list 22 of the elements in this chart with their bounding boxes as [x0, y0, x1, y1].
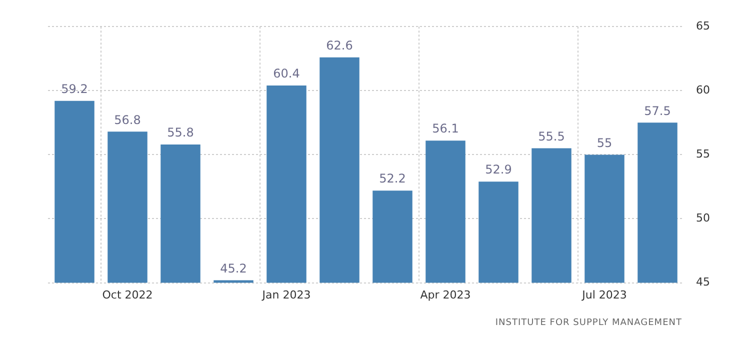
y-tick-label: 65 — [696, 19, 710, 32]
data-label: 62.6 — [326, 38, 353, 52]
x-tick-label: Jul 2023 — [581, 288, 627, 302]
data-label: 57.5 — [644, 104, 671, 118]
y-tick-label: 55 — [696, 148, 710, 161]
data-label: 56.1 — [432, 122, 459, 136]
x-tick-label: Apr 2023 — [420, 288, 471, 302]
data-label: 55 — [596, 136, 612, 150]
y-tick-label: 50 — [696, 212, 710, 225]
y-tick-label: 45 — [696, 276, 710, 289]
data-label: 55.5 — [538, 129, 565, 144]
data-label: 52.9 — [485, 162, 512, 177]
data-label: 55.8 — [167, 126, 194, 140]
data-label: 56.8 — [114, 112, 141, 127]
x-tick-label: Oct 2022 — [102, 288, 153, 302]
x-tick-label: Jan 2023 — [261, 288, 311, 302]
data-label: 52.2 — [379, 172, 406, 186]
y-tick-label: 60 — [696, 84, 710, 97]
data-label: 59.2 — [61, 82, 88, 96]
data-label: 45.2 — [220, 261, 247, 276]
data-label: 60.4 — [273, 66, 300, 81]
text: INSTITUTE FOR SUPPLY MANAGEMENT — [495, 318, 682, 328]
